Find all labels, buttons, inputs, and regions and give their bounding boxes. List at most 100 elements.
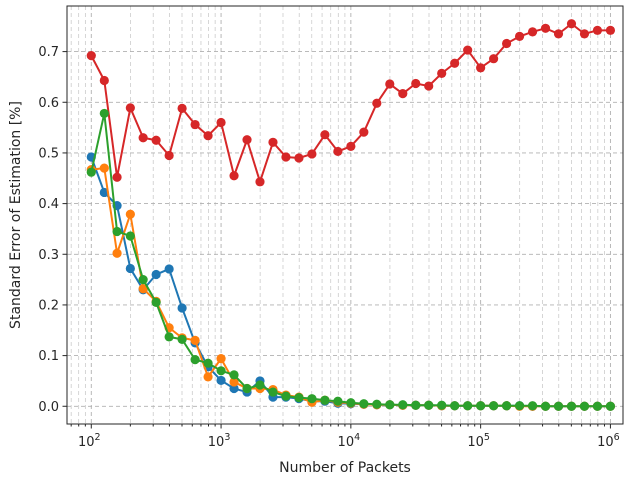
data-point — [99, 75, 109, 86]
data-point — [514, 401, 525, 411]
data-point — [138, 284, 148, 294]
data-point — [553, 29, 564, 39]
data-point — [592, 401, 603, 411]
y-tick-label: 0.6 — [38, 96, 59, 111]
y-tick-label: 0.2 — [38, 298, 59, 313]
data-point — [385, 79, 395, 89]
data-point — [566, 19, 577, 29]
y-tick-label: 0.1 — [38, 349, 59, 364]
data-point — [359, 399, 369, 409]
data-point — [138, 133, 148, 143]
data-point — [281, 152, 291, 162]
data-point — [450, 401, 460, 411]
series-4 — [86, 108, 616, 411]
data-point — [177, 334, 187, 344]
data-point — [242, 135, 252, 145]
data-point — [99, 108, 109, 119]
data-point — [463, 401, 473, 411]
data-point — [99, 163, 109, 173]
data-point — [125, 263, 135, 274]
data-point — [203, 372, 213, 382]
data-point — [125, 103, 135, 113]
y-tick-label: 0.4 — [38, 197, 59, 212]
data-point — [86, 51, 96, 61]
data-point — [566, 401, 577, 411]
data-point — [216, 366, 226, 376]
data-point — [501, 401, 512, 411]
data-point — [372, 98, 382, 108]
series-1 — [86, 19, 616, 187]
data-point — [164, 332, 174, 342]
data-point — [229, 370, 239, 380]
y-axis-label: Standard Error of Estimation [%] — [8, 101, 24, 329]
y-tick-label: 0.3 — [38, 248, 59, 263]
data-point — [489, 54, 499, 64]
x-tick-label: 102 — [78, 432, 101, 450]
data-point — [203, 358, 213, 368]
x-tick-label: 103 — [208, 432, 231, 450]
data-point — [501, 38, 512, 49]
data-point — [333, 146, 343, 157]
data-point — [605, 25, 616, 35]
data-point — [255, 177, 265, 187]
data-point — [411, 400, 421, 410]
x-axis-label: Number of Packets — [279, 460, 411, 476]
data-point — [527, 401, 538, 411]
data-point — [411, 78, 421, 89]
x-tick-label: 105 — [467, 432, 490, 450]
data-point — [151, 269, 161, 280]
data-point — [333, 396, 343, 406]
data-point — [229, 377, 239, 387]
data-point — [177, 103, 187, 113]
ticks: 102 103 104 105 106 0.0 0.1 0.2 0.3 0.4 0.5 0.6 0.7 — [38, 45, 619, 450]
data-point — [216, 375, 226, 386]
data-point — [553, 401, 564, 411]
data-point — [190, 355, 200, 365]
data-point — [86, 167, 96, 177]
data-point — [216, 354, 226, 364]
data-point — [527, 27, 538, 37]
data-point — [125, 209, 135, 219]
data-point — [125, 231, 135, 241]
data-point — [320, 395, 330, 405]
data-point — [151, 297, 161, 307]
data-point — [579, 29, 590, 39]
y-tick-label: 0.5 — [38, 146, 59, 161]
data-point — [112, 172, 122, 182]
data-point — [437, 68, 447, 78]
data-point — [268, 137, 278, 147]
data-point — [424, 81, 434, 91]
x-tick-label: 104 — [338, 432, 361, 450]
data-point — [112, 248, 122, 258]
data-point — [112, 226, 122, 237]
data-point — [489, 401, 499, 411]
data-point — [242, 383, 252, 394]
data-point — [346, 141, 356, 151]
data-point — [294, 153, 304, 163]
data-point — [294, 393, 304, 403]
data-point — [372, 399, 382, 409]
data-point — [307, 149, 317, 159]
data-point — [255, 380, 265, 390]
data-point — [514, 31, 525, 41]
data-point — [605, 401, 616, 411]
data-point — [346, 398, 356, 408]
data-point — [320, 130, 330, 140]
data-point — [463, 45, 473, 55]
data-point — [177, 303, 187, 313]
data-point — [385, 400, 395, 410]
data-point — [579, 401, 590, 411]
grid — [67, 6, 623, 424]
data-point — [268, 387, 278, 397]
data-point — [164, 150, 174, 161]
data-point — [216, 117, 226, 128]
data-point — [281, 391, 291, 401]
data-point — [476, 401, 486, 411]
data-point — [424, 400, 434, 410]
data-point — [229, 171, 239, 181]
data-point — [229, 383, 239, 394]
y-tick-label: 0.0 — [38, 400, 59, 415]
data-point — [151, 135, 161, 145]
